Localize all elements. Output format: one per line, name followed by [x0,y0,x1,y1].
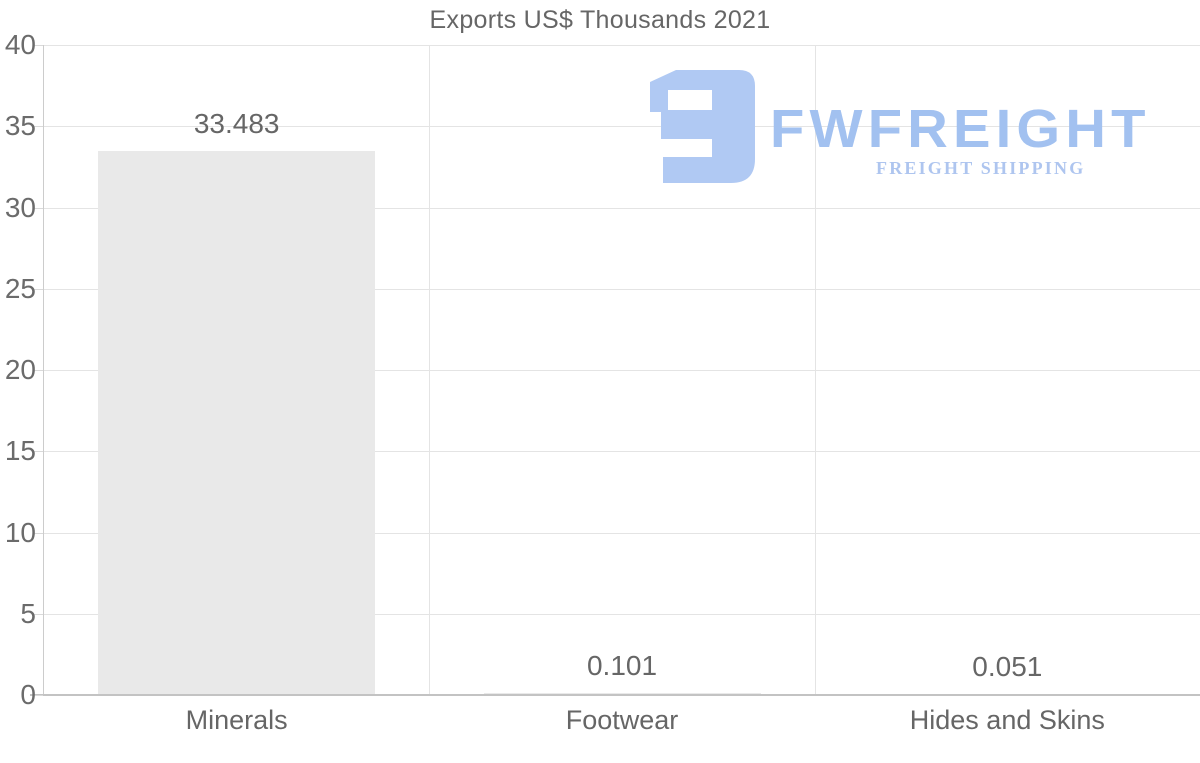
brand-name: FWFREIGHT [770,99,1151,159]
bar-value-label: 0.101 [586,650,658,681]
gridline-y-10 [44,532,1200,534]
y-tick-label-10: 10 [4,516,36,548]
y-tick-label-30: 30 [4,191,36,223]
y-tick-mark-40 [34,45,43,46]
y-tick-label-5: 5 [20,597,36,629]
category-label: Hides and Skins [909,705,1105,735]
y-axis-line [43,45,44,695]
y-tick-mark-0 [34,695,43,696]
y-tick-label-0: 0 [20,679,36,710]
y-tick-mark-20 [34,370,43,371]
y-tick-label-40: 40 [4,29,36,60]
category-separator-1 [429,45,431,695]
brand-tagline: FREIGHT SHIPPING [876,158,1086,178]
bar-value-label: 33.483 [193,108,280,139]
y-tick-label-25: 25 [4,272,36,304]
bar-value-label: 0.051 [972,651,1043,682]
y-tick-mark-30 [34,207,43,209]
y-tick-label-20: 20 [4,354,36,385]
gridline-y-40 [44,45,1200,46]
freight-logo-icon [650,70,755,183]
y-tick-mark-10 [34,532,43,534]
chart-title: Exports US$ Thousands 2021 [429,6,771,34]
y-tick-label-35: 35 [4,110,36,142]
category-separator-2 [814,45,816,695]
y-tick-mark-25 [34,288,43,290]
gridline-y-20 [44,370,1200,371]
gridline-y-35 [44,126,1200,128]
gridline-y-5 [44,613,1200,615]
y-tick-mark-5 [34,613,43,615]
gridline-y-15 [44,451,1200,453]
gridline-y-30 [44,207,1200,209]
category-label: Minerals [185,705,288,735]
category-label: Footwear [565,705,679,735]
y-tick-mark-35 [34,126,43,128]
gridline-y-25 [44,288,1200,290]
bar-minerals[interactable] [98,151,376,695]
y-tick-mark-15 [34,451,43,453]
y-tick-label-15: 15 [4,435,36,467]
fwfreight-watermark: FWFREIGHT FREIGHT SHIPPING [648,70,1158,185]
plot-area: 33.483 0.101 0.051 [44,45,1200,695]
x-axis-line [30,694,1200,696]
